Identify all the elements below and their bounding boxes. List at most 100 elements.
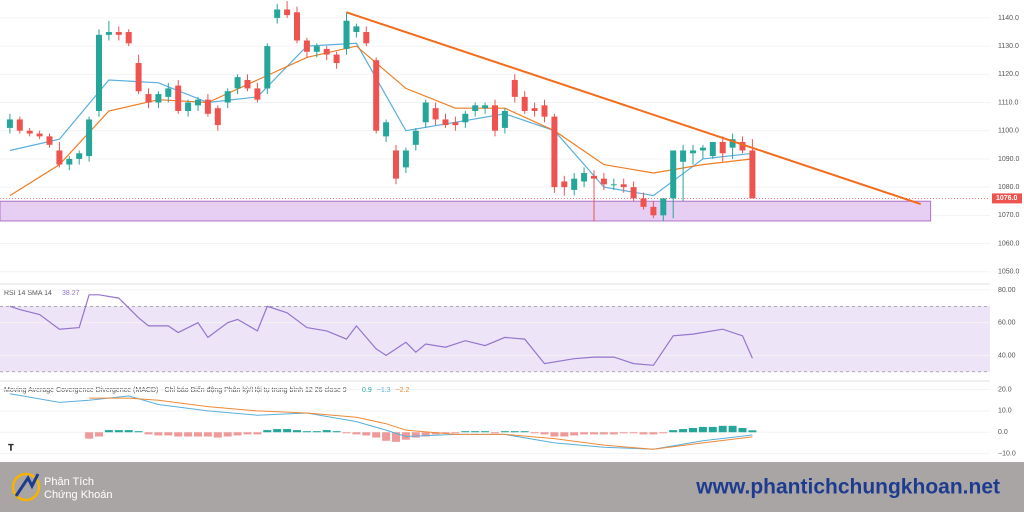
candle-body bbox=[511, 79, 518, 97]
last-price-label: 1076.0 bbox=[996, 195, 1018, 202]
histogram-bar bbox=[273, 429, 282, 433]
y-tick-label: 1090.0 bbox=[998, 156, 1020, 163]
candle-body bbox=[16, 119, 23, 131]
histogram-bar bbox=[520, 431, 529, 433]
histogram-bar bbox=[372, 432, 381, 438]
brand-logo bbox=[11, 472, 41, 502]
candle-body bbox=[155, 94, 162, 103]
histogram-bar bbox=[312, 431, 321, 433]
histogram-bar bbox=[500, 431, 509, 433]
histogram-bar bbox=[441, 432, 450, 434]
candle-body bbox=[214, 108, 221, 126]
candle-body bbox=[274, 9, 281, 18]
histogram-bar bbox=[728, 425, 737, 433]
candle-body bbox=[46, 136, 53, 145]
candle-body bbox=[145, 94, 152, 103]
histogram-bar bbox=[540, 432, 549, 435]
histogram-bar bbox=[124, 430, 133, 433]
candle-body bbox=[541, 105, 548, 117]
candle-body bbox=[264, 46, 271, 89]
candle-body bbox=[709, 142, 716, 157]
candle-body bbox=[96, 34, 102, 111]
macd-line bbox=[89, 397, 753, 450]
candle-body bbox=[610, 184, 617, 186]
candle-body bbox=[373, 60, 380, 131]
histogram-bar bbox=[253, 432, 262, 435]
candle-body bbox=[650, 206, 657, 216]
histogram-bar bbox=[194, 432, 202, 437]
y-tick-label: 1130.0 bbox=[998, 43, 1019, 50]
y-tick-label: 10.0 bbox=[998, 408, 1012, 415]
histogram-bar bbox=[411, 432, 420, 438]
histogram-bar bbox=[213, 432, 222, 438]
histogram-bar bbox=[184, 432, 193, 437]
histogram-bar bbox=[619, 432, 628, 434]
rsi-band bbox=[0, 306, 990, 372]
candle-body bbox=[76, 153, 83, 159]
histogram-bar bbox=[233, 432, 242, 436]
candle-body bbox=[313, 46, 320, 52]
candle-body bbox=[729, 139, 736, 148]
candle-body bbox=[175, 85, 182, 111]
rsi-title: RSI 14 SMA 14 bbox=[4, 290, 52, 297]
brand-line1: Phân Tích bbox=[44, 476, 94, 488]
candle-body bbox=[185, 102, 192, 111]
candle-body bbox=[383, 122, 390, 137]
brand-line2: Chứng Khoán bbox=[44, 489, 113, 501]
last-price-tag bbox=[992, 193, 1022, 204]
candle-body bbox=[462, 113, 469, 123]
candle-body bbox=[501, 110, 508, 128]
y-tick-label: 1100.0 bbox=[998, 128, 1019, 135]
trendline bbox=[346, 11, 922, 205]
candle-body bbox=[630, 187, 637, 199]
candle-body bbox=[442, 119, 449, 126]
candle-body bbox=[343, 20, 350, 49]
histogram-bar bbox=[144, 432, 153, 435]
macd-readout: −1.3 bbox=[377, 387, 391, 394]
histogram-bar bbox=[530, 432, 539, 434]
histogram-bar bbox=[431, 432, 440, 435]
candle-body bbox=[284, 9, 291, 16]
tv-logo: 𝐓 bbox=[8, 442, 14, 452]
candle-body bbox=[640, 198, 647, 207]
candle-body bbox=[204, 99, 211, 114]
rsi-value: 38.27 bbox=[62, 290, 80, 297]
candle-body bbox=[699, 147, 706, 151]
candle-body bbox=[472, 105, 479, 111]
histogram-bar bbox=[451, 432, 460, 434]
support-zone bbox=[0, 200, 932, 222]
candle-body bbox=[482, 105, 489, 109]
candle-body bbox=[393, 150, 399, 179]
histogram-bar bbox=[708, 426, 717, 433]
y-tick-label: 20.0 bbox=[998, 386, 1012, 393]
candle-body bbox=[333, 54, 340, 64]
candle-body bbox=[363, 32, 370, 44]
candle-body bbox=[660, 198, 667, 216]
histogram-bar bbox=[698, 426, 707, 433]
histogram-bar bbox=[738, 427, 747, 433]
moving-average bbox=[9, 42, 753, 197]
histogram-bar bbox=[174, 432, 183, 437]
candle-body bbox=[521, 96, 528, 111]
y-tick-label: 80.00 bbox=[998, 287, 1016, 294]
histogram-bar bbox=[639, 432, 648, 435]
histogram-bar bbox=[669, 430, 678, 433]
histogram-bar bbox=[95, 432, 103, 437]
histogram-bar bbox=[104, 430, 113, 433]
histogram-bar bbox=[134, 431, 143, 433]
histogram-bar bbox=[382, 432, 391, 441]
histogram-bar bbox=[421, 432, 430, 437]
histogram-bar bbox=[342, 432, 351, 434]
histogram-bar bbox=[689, 427, 697, 433]
candle-body bbox=[86, 119, 93, 157]
histogram-bar bbox=[302, 431, 311, 433]
candle-body bbox=[412, 130, 419, 145]
footer bbox=[0, 462, 1024, 512]
candle-body bbox=[254, 88, 261, 100]
histogram-bar bbox=[352, 432, 361, 435]
histogram-bar bbox=[392, 432, 400, 442]
histogram-bar bbox=[659, 432, 668, 434]
candle-body bbox=[591, 175, 597, 179]
histogram-bar bbox=[649, 432, 658, 435]
